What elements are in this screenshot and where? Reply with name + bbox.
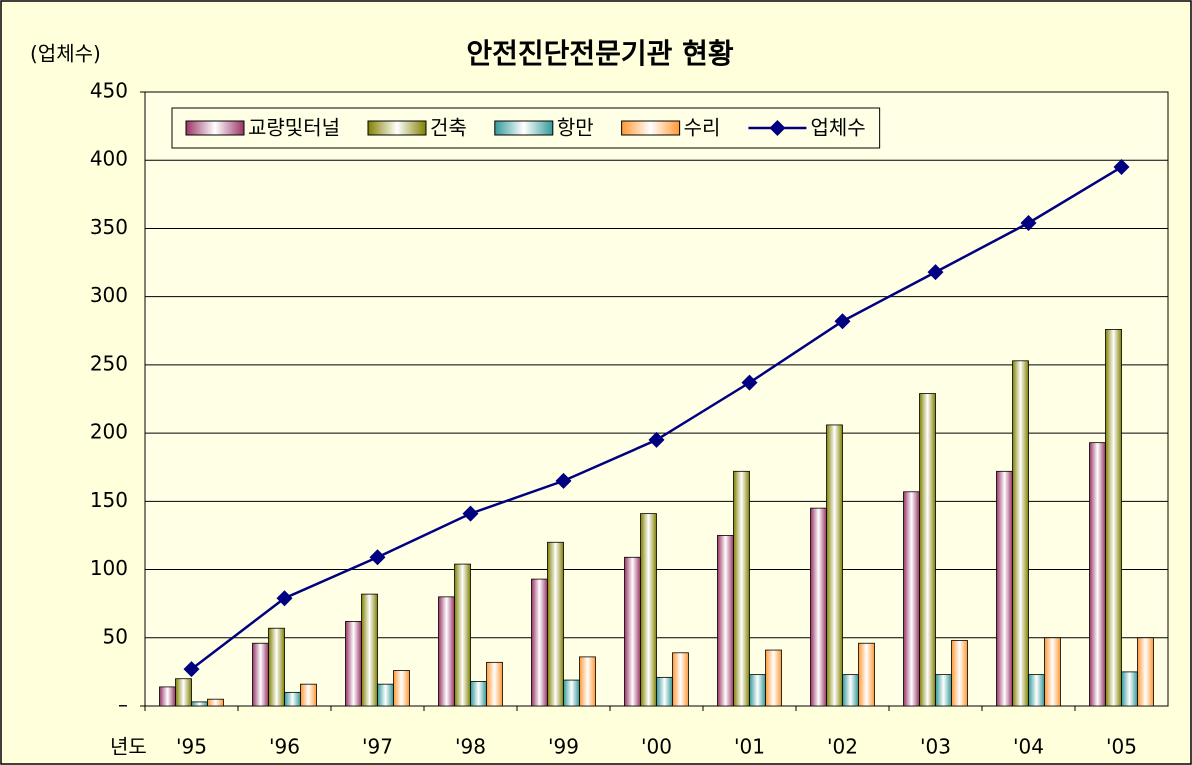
bar (842, 674, 859, 707)
bar (765, 649, 782, 707)
x-tick-label: '97 (362, 735, 393, 759)
bar (733, 470, 750, 707)
y-tick-label: 100 (90, 556, 128, 580)
x-tick-label: '00 (641, 735, 672, 759)
bar (749, 674, 766, 707)
x-tick-label: '95 (176, 735, 207, 759)
bar (377, 683, 394, 707)
legend-label: 교량및터널 (248, 116, 340, 140)
line-marker (648, 431, 665, 448)
bar (486, 661, 503, 707)
bar (640, 513, 657, 707)
bar (858, 642, 875, 707)
line-marker (555, 472, 572, 489)
bar (159, 686, 176, 707)
line-marker (741, 374, 758, 391)
bar (1137, 637, 1154, 707)
x-axis-label: 년도 (110, 735, 147, 759)
x-tick-label: '05 (1106, 735, 1137, 759)
bar (919, 393, 936, 707)
legend-swatch (367, 120, 427, 136)
line-marker (834, 313, 851, 330)
bar (1028, 674, 1045, 707)
y-tick-label: 350 (90, 215, 128, 239)
bar (1105, 329, 1122, 707)
legend-swatch (494, 120, 554, 136)
y-tick-label: 250 (90, 351, 128, 375)
bar (579, 656, 596, 707)
line-marker (462, 505, 479, 522)
line-marker (369, 549, 386, 566)
x-tick-label: '99 (548, 735, 579, 759)
bar (300, 683, 317, 707)
legend-label: 수리 (684, 116, 721, 140)
bar (361, 593, 378, 707)
bar (1121, 671, 1138, 707)
line-marker (183, 661, 200, 678)
bar (996, 470, 1013, 707)
bar (951, 640, 968, 707)
y-tick-label: 200 (90, 420, 128, 444)
x-tick-label: '04 (1013, 735, 1044, 759)
bar (656, 676, 673, 707)
bar (470, 681, 487, 707)
bar (393, 670, 410, 707)
legend-label: 항만 (557, 116, 594, 140)
bar (624, 556, 641, 707)
chart-title: 안전진단전문기관 현황 (466, 37, 734, 70)
legend-label: 건축 (430, 116, 467, 140)
line-marker (1020, 214, 1037, 231)
legend-swatch (185, 120, 245, 136)
bar (268, 627, 285, 707)
bar (810, 507, 827, 707)
x-tick-label: '98 (455, 735, 486, 759)
y-axis-label: (업체수) (30, 42, 101, 66)
x-tick-label: '96 (269, 735, 300, 759)
legend-label: 업체수 (810, 116, 865, 140)
bar (284, 691, 301, 707)
bar (531, 578, 548, 707)
bar (563, 679, 580, 707)
y-tick-label: 450 (90, 79, 128, 103)
y-tick-label: 150 (90, 488, 128, 512)
bar (935, 674, 952, 707)
bar (1044, 637, 1061, 707)
bar (207, 698, 224, 707)
line-marker (1113, 159, 1130, 176)
bar (717, 535, 734, 707)
bar (1089, 442, 1106, 707)
x-tick-label: '02 (827, 735, 858, 759)
y-tick-label: 300 (90, 283, 128, 307)
bar (672, 652, 689, 707)
bar (454, 563, 471, 707)
bar (826, 424, 843, 707)
y-tick-label: – (118, 693, 128, 717)
x-tick-label: '01 (734, 735, 765, 759)
bar (345, 621, 362, 707)
legend-swatch (621, 120, 681, 136)
line-marker (276, 590, 293, 607)
bar (252, 642, 269, 707)
bar (191, 701, 208, 707)
bar (547, 541, 564, 707)
bar (175, 678, 192, 707)
bar (438, 596, 455, 707)
bar (903, 491, 920, 707)
legend-swatch (769, 120, 786, 136)
line-marker (927, 264, 944, 281)
bar (1012, 360, 1029, 707)
x-tick-label: '03 (920, 735, 951, 759)
y-tick-label: 400 (90, 147, 128, 171)
y-tick-label: 50 (103, 624, 128, 648)
